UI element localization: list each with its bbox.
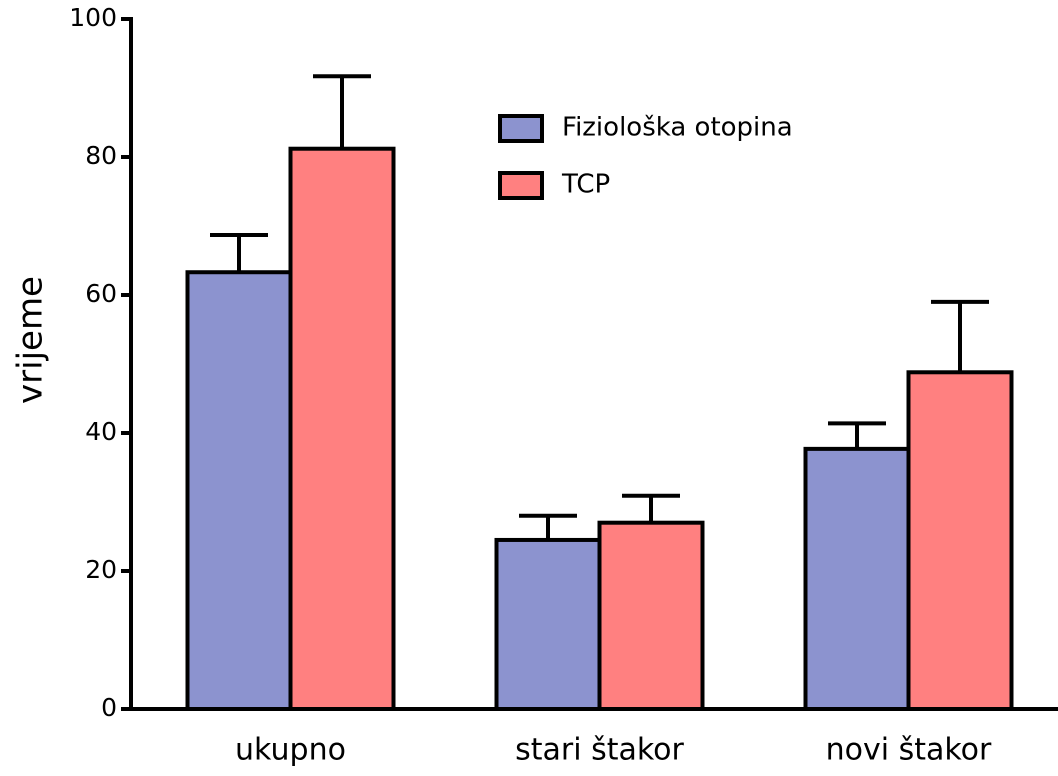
bar: [597, 520, 705, 712]
legend-label: TCP: [561, 170, 610, 200]
y-tick-label: 100: [69, 3, 117, 32]
bar: [494, 537, 602, 712]
bar: [288, 146, 396, 712]
y-tick-label: 0: [101, 693, 117, 722]
legend-label: Fiziološka otopina: [562, 113, 793, 143]
y-tick-label: 80: [85, 141, 117, 170]
bar: [185, 270, 293, 711]
x-tick-label: novi štakor: [826, 733, 992, 768]
y-tick-label: 20: [85, 555, 117, 584]
bar: [803, 446, 911, 711]
legend-swatch: [498, 171, 544, 200]
y-tick-label: 40: [85, 417, 117, 446]
bar: [906, 370, 1014, 711]
x-tick-label: ukupno: [235, 733, 346, 768]
x-tick-label: stari štakor: [515, 733, 684, 768]
y-tick-label: 60: [85, 279, 117, 308]
legend-swatch: [498, 114, 544, 143]
y-axis-label: vrijeme: [11, 276, 51, 404]
